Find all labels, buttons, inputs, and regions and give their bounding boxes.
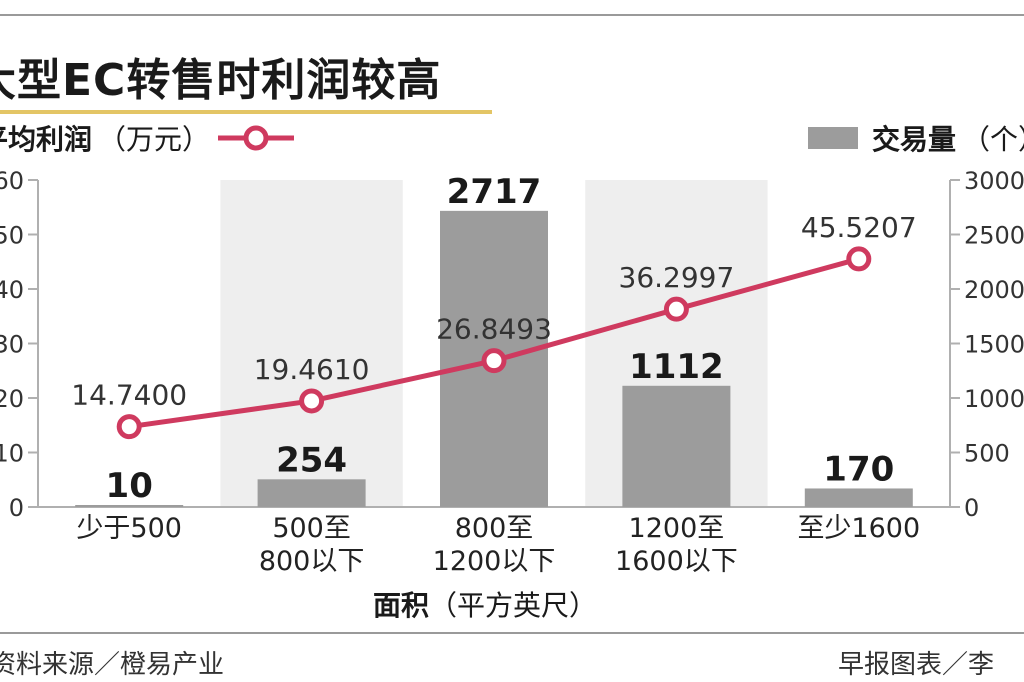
left-axis-tick-label: 50: [0, 222, 24, 250]
top-rule: [0, 14, 1024, 16]
line-point: [116, 414, 142, 440]
x-axis-label-unit: （平方英尺）: [429, 589, 598, 622]
title-underline: [0, 110, 492, 114]
legend-bar-label: 交易量: [872, 123, 957, 156]
x-tick-label: 少于500: [76, 513, 182, 544]
right-axis-tick-label: 0: [964, 494, 979, 522]
line-point: [481, 348, 507, 374]
x-tick-label: 800至: [455, 513, 534, 544]
left-axis-tick-label: 10: [0, 440, 24, 468]
bar: [75, 505, 184, 507]
x-tick-label: 至少1600: [797, 513, 920, 544]
bar: [804, 488, 913, 507]
legend-line-label: 平均利润: [0, 123, 93, 156]
x-axis-label-text: 面积: [372, 589, 429, 622]
legend-bar-swatch-icon: [808, 127, 858, 149]
bar-value-label: 10: [106, 466, 153, 506]
right-axis-tick-label: 1500: [964, 331, 1024, 359]
bar-value-label: 170: [823, 449, 894, 489]
left-axis-tick-label: 60: [0, 167, 24, 195]
x-tick-label: 1200至: [629, 513, 725, 544]
x-tick-label: 1200以下: [433, 546, 556, 577]
line-value-label: 14.7400: [71, 379, 187, 412]
legend-bar-unit: （个）: [962, 123, 1024, 156]
line-value-label: 36.2997: [619, 261, 735, 294]
bar-value-label: 2717: [447, 172, 542, 212]
bottom-rule: [0, 632, 1024, 634]
x-tick-label: 1600以下: [615, 546, 738, 577]
line-value-label: 19.4610: [254, 353, 370, 386]
credit-note: 早报图表／李: [838, 650, 995, 680]
source-note: 资料来源／橙易产业: [0, 650, 225, 680]
x-axis-label: 面积（平方英尺）: [320, 584, 650, 624]
line-value-label: 45.5207: [801, 211, 917, 244]
legend-bar: 交易量 （个）: [808, 118, 1024, 158]
right-axis-tick-label: 2500: [964, 222, 1024, 250]
line-point: [299, 388, 325, 414]
right-axis-tick-label: 2000: [964, 276, 1024, 304]
legend-line: 平均利润 （万元）: [0, 118, 296, 158]
left-axis-tick-label: 0: [9, 494, 24, 522]
line-point: [663, 296, 689, 322]
left-axis-tick-label: 20: [0, 385, 24, 413]
bar-value-label: 1112: [629, 347, 724, 387]
line-value-label: 26.8493: [436, 313, 552, 346]
right-axis-tick-label: 500: [964, 440, 1010, 468]
x-tick-label: 800以下: [259, 546, 365, 577]
bar: [622, 385, 731, 507]
legend-line-unit: （万元）: [98, 123, 211, 156]
left-axis-tick-label: 40: [0, 276, 24, 304]
right-axis-tick-label: 3000: [964, 167, 1024, 195]
line-point: [846, 246, 872, 272]
right-axis-tick-label: 1000: [964, 385, 1024, 413]
category-band: [220, 180, 403, 507]
chart-title: 大型EC转售时利润较高: [0, 55, 442, 106]
x-tick-label: 500至: [272, 513, 351, 544]
legend-line-marker-icon: [218, 125, 295, 151]
bar-value-label: 254: [276, 440, 347, 480]
bar: [257, 479, 366, 507]
left-axis-tick-label: 30: [0, 331, 24, 359]
